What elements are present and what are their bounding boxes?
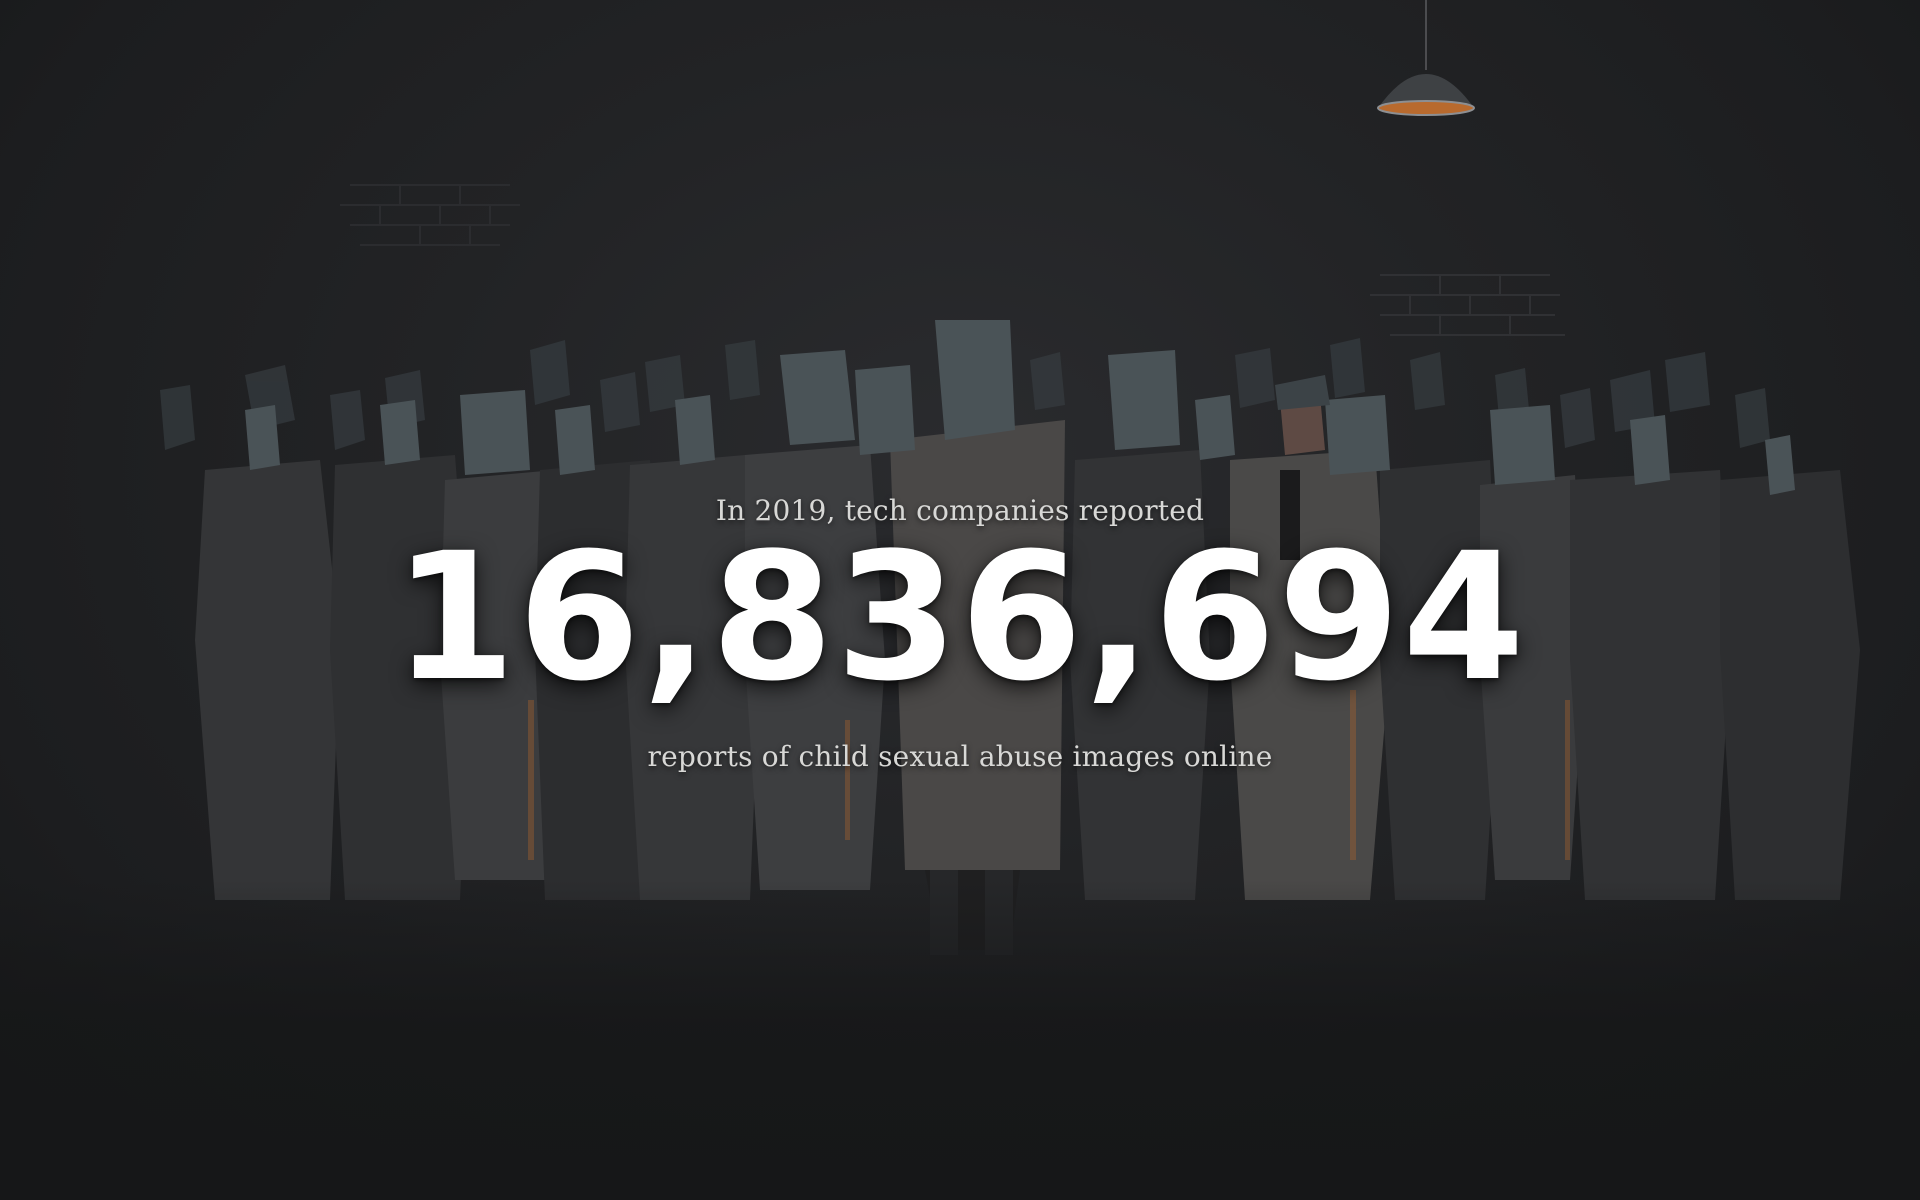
front-row-bodies [195,420,1860,950]
front-row-heads [245,320,1795,495]
back-row-figures [160,338,1770,450]
doctor-figure-head [1275,375,1330,455]
brick-wall-patch-left [340,184,520,246]
pendant-lamp-icon [1377,0,1475,116]
brick-wall-patch-right [1370,274,1565,336]
rim-light-accents [528,690,1570,860]
floor-shadow [0,880,1920,1200]
